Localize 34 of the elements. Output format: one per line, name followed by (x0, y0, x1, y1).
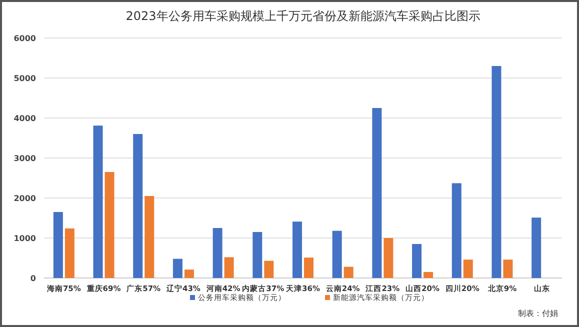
y-tick-label: 0 (30, 274, 36, 283)
bar (212, 228, 222, 278)
bar (452, 183, 462, 278)
bar (384, 238, 394, 278)
bar (133, 134, 143, 278)
bar (53, 212, 63, 278)
bar (463, 260, 473, 278)
bar (64, 228, 74, 278)
bar (412, 244, 422, 278)
bar (492, 66, 502, 278)
bar (304, 258, 314, 278)
bar (144, 196, 154, 278)
bar (292, 222, 302, 278)
y-tick-label: 3000 (14, 154, 36, 163)
chart-title: 2023年公务用车采购规模上千万元省份及新能源汽车采购占比图示 (126, 9, 480, 23)
y-tick-label: 5000 (14, 74, 36, 83)
bar (344, 266, 354, 278)
text: 制表：付娟 (518, 309, 558, 318)
bar (184, 270, 194, 278)
bar (503, 260, 513, 278)
y-tick-label: 4000 (14, 114, 36, 123)
bar (252, 232, 262, 278)
bar (93, 126, 103, 278)
bar (264, 260, 274, 278)
y-tick-label: 6000 (14, 34, 36, 43)
bar (332, 230, 342, 278)
bar (224, 257, 234, 278)
bar (424, 272, 434, 278)
y-tick-label: 1000 (14, 234, 36, 243)
bar (372, 108, 382, 278)
y-tick-label: 2000 (14, 194, 36, 203)
bar (104, 172, 114, 278)
bar (172, 258, 182, 278)
bar (532, 218, 542, 278)
